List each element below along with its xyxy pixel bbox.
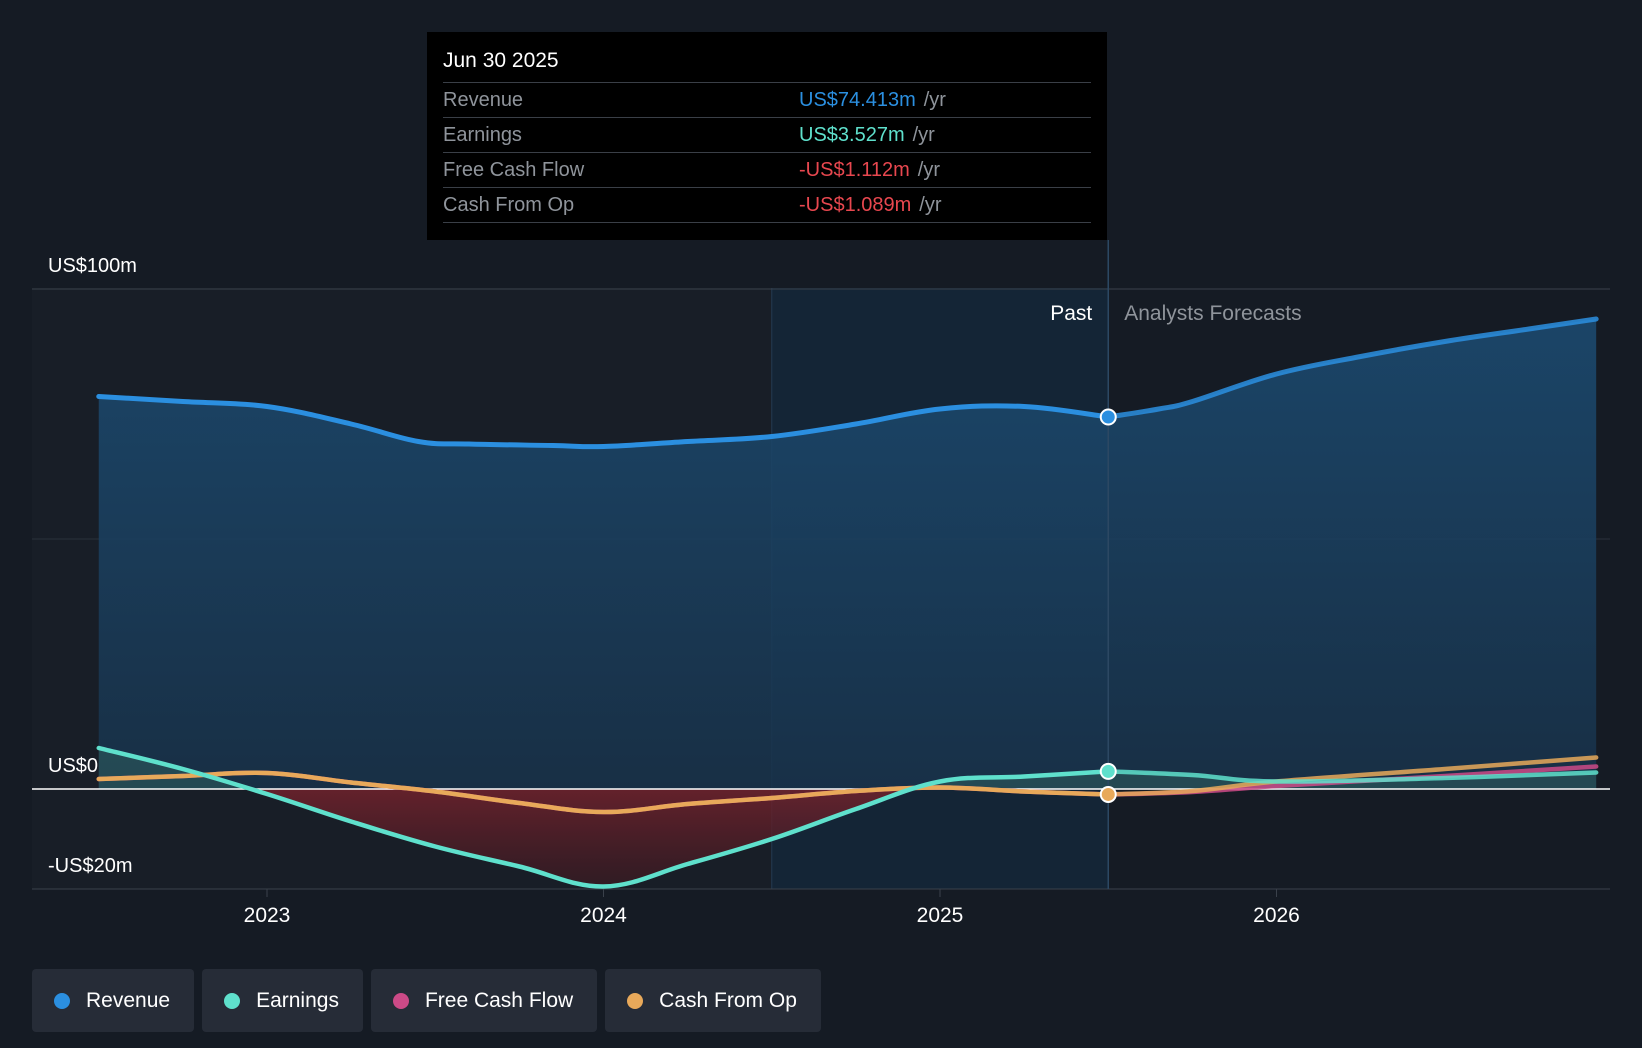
legend-item-fcf[interactable]: Free Cash Flow (370, 969, 598, 1032)
tooltip-row-earnings: Earnings US$3.527m /yr (443, 117, 1091, 152)
tooltip-unit: /yr (919, 193, 942, 216)
cfo-marker (1099, 785, 1117, 803)
earnings-negative-area (98, 789, 1597, 887)
tooltip-date: Jun 30 2025 (443, 49, 559, 72)
legend-item-revenue[interactable]: Revenue (32, 969, 195, 1032)
x-axis-label: 2023 (244, 904, 291, 927)
tooltip-row-fcf: Free Cash Flow -US$1.112m /yr (443, 152, 1091, 187)
legend-dot-icon (224, 992, 241, 1009)
tooltip-unit: /yr (912, 123, 935, 146)
tooltip-unit: /yr (917, 158, 941, 181)
revenue-marker (1099, 408, 1117, 426)
y-axis-label: US$0 (48, 755, 98, 777)
legend-item-earnings[interactable]: Earnings (202, 969, 363, 1032)
earnings-forecast-line (1106, 769, 1599, 784)
legend: Revenue Earnings Free Cash Flow Cash Fro… (32, 969, 821, 1032)
tooltip-label: Free Cash Flow (443, 158, 585, 181)
tooltip-value: US$3.527m (799, 123, 905, 146)
legend-label: Free Cash Flow (424, 988, 574, 1012)
tooltip-value: -US$1.112m (799, 158, 910, 181)
past-label: Past (1050, 302, 1092, 325)
tooltip-label: Earnings (443, 123, 522, 146)
earnings-marker (1099, 762, 1117, 780)
revenue-forecast-line (1105, 316, 1599, 420)
legend-dot-icon (392, 992, 409, 1009)
forecast-label: Analysts Forecasts (1124, 302, 1301, 325)
tooltip-row-revenue: Revenue US$74.413m /yr (443, 82, 1091, 117)
legend-dot-icon (627, 992, 644, 1009)
y-axis-label: -US$20m (48, 855, 132, 877)
tooltip-value: US$74.413m (799, 88, 916, 111)
y-axis-label: US$100m (48, 255, 137, 277)
legend-label: Cash From Op (659, 988, 797, 1012)
tooltip-label: Cash From Op (443, 193, 575, 216)
tooltip-label: Revenue (443, 88, 524, 111)
tooltip-unit: /yr (923, 88, 946, 111)
legend-dot-icon (54, 992, 70, 1009)
tooltip-row-cfo: Cash From Op -US$1.089m /yr (443, 187, 1091, 223)
revenue-past-line (96, 394, 1111, 450)
x-axis-label: 2025 (917, 904, 964, 927)
legend-label: Earnings (256, 988, 339, 1012)
tooltip: Jun 30 2025 Revenue US$74.413m /yr Earni… (427, 32, 1107, 240)
earnings-past-line (96, 745, 1111, 889)
legend-label: Revenue (86, 988, 171, 1012)
revenue-area (98, 319, 1597, 789)
x-axis-label: 2024 (580, 904, 627, 927)
legend-item-cfo[interactable]: Cash From Op (605, 969, 821, 1032)
tooltip-value: -US$1.089m (799, 193, 912, 216)
cfo-past-line (96, 770, 1111, 815)
x-axis-label: 2026 (1253, 904, 1300, 927)
